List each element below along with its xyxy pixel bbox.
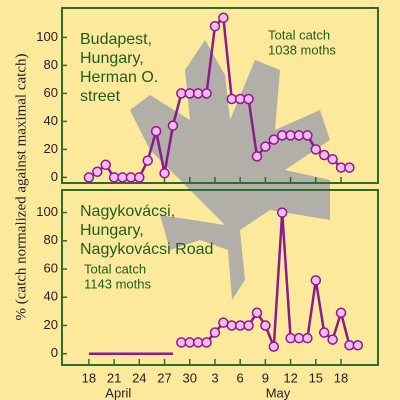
data-point [243,93,254,105]
site-label: Nagykovácsi, [80,203,175,220]
data-point [285,130,296,141]
y-tick-label: 80 [44,57,58,72]
data-point [192,88,204,99]
month-label: May [266,385,291,400]
y-tick-label: 60 [44,260,58,275]
data-point [234,320,246,331]
data-point [209,327,221,338]
total-catch: 1038 moths [268,42,336,57]
total-catch: Total catch [84,261,146,276]
data-point [83,172,95,183]
data-point [310,275,322,286]
data-point [184,337,195,348]
panel-frame [61,189,379,366]
data-point [268,134,280,145]
data-point [243,320,254,331]
series-line [181,212,358,348]
data-point [302,130,313,141]
y-tick-label: 0 [51,345,58,360]
data-point [201,88,212,99]
x-tick-label: 9 [262,370,269,385]
data-point [218,12,229,24]
data-point [209,20,221,32]
x-tick-label: 21 [107,370,121,385]
x-tick-label: 3 [211,370,218,385]
panel-frame [61,7,379,184]
data-point [335,162,347,173]
total-catch: 1143 moths [84,276,151,291]
data-point [184,88,195,99]
y-tick-label: 20 [44,141,58,156]
data-point [327,334,338,345]
y-tick-label: 60 [44,85,58,100]
data-point [260,320,271,331]
site-label: Hungary, [80,222,144,239]
data-point [276,130,288,141]
data-point [100,159,111,171]
data-point [201,337,212,348]
data-point [125,172,137,183]
data-point [285,332,296,344]
data-point [234,93,246,105]
data-point [150,125,162,137]
data-point [226,93,238,105]
y-tick-label: 40 [44,289,58,304]
site-label: Herman O. [80,69,158,86]
data-point [327,153,338,165]
data-point [134,172,145,183]
x-tick-label: 30 [183,370,197,385]
data-point [293,332,305,344]
data-point [167,120,179,131]
data-point [226,320,238,331]
x-tick-label: 15 [309,370,323,385]
data-point [318,149,330,161]
data-point [318,327,330,338]
data-point [159,167,170,179]
data-point [218,317,229,328]
data-point [335,307,347,319]
data-point [251,307,263,319]
x-tick-label: 18 [334,370,348,385]
y-tick-label: 0 [51,169,58,184]
y-axis-label: % (catch normalized against maximal catc… [13,54,29,321]
x-tick-label: 12 [283,370,297,385]
data-point [108,172,120,183]
leaf-silhouette [130,40,330,300]
data-point [117,172,128,183]
month-label: April [105,385,131,400]
site-label: Nagykovácsi Road [80,241,213,258]
x-tick-label: 27 [157,370,171,385]
data-point [352,339,364,351]
site-label: Hungary, [80,50,144,67]
data-point [192,337,204,348]
data-point [142,155,153,166]
data-point [302,332,313,344]
y-tick-label: 80 [44,232,58,247]
x-tick-label: 6 [237,370,244,385]
y-tick-label: 20 [44,317,58,332]
data-point [176,337,187,348]
data-point [92,166,103,178]
data-point [268,341,280,352]
data-point [176,88,187,99]
data-point [260,141,271,152]
y-tick-label: 100 [36,29,58,44]
x-tick-label: 24 [132,370,146,385]
data-point [276,207,288,218]
data-point [293,130,305,141]
data-point [344,339,355,351]
x-tick-label: 18 [82,370,96,385]
data-point [251,151,263,162]
y-tick-label: 100 [36,204,58,219]
site-label: Budapest, [80,31,152,48]
total-catch: Total catch [268,27,330,42]
y-tick-label: 40 [44,113,58,128]
site-label: street [80,88,121,105]
data-point [344,162,355,173]
data-point [310,144,322,155]
